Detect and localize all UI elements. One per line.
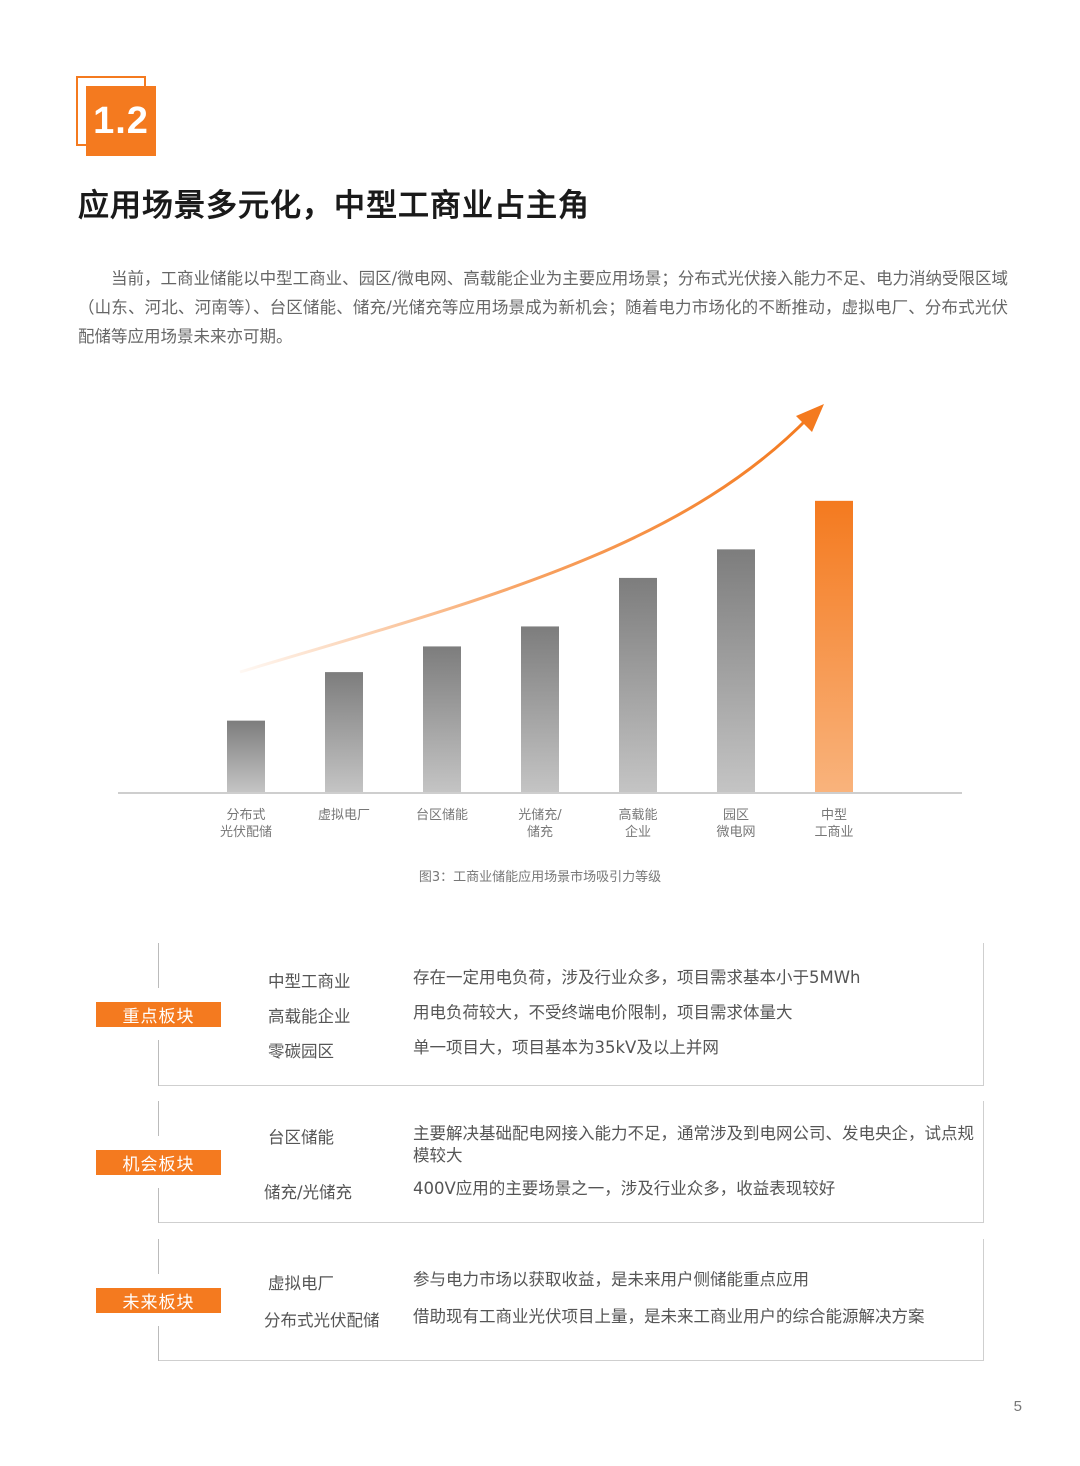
bar: [521, 626, 559, 792]
chart-caption: 图3：工商业储能应用场景市场吸引力等级: [418, 870, 662, 885]
segment-row-name: 中型工商业: [268, 972, 351, 991]
segment-row-name: 储充/光储充: [264, 1183, 353, 1202]
segment-row-name: 零碳园区: [268, 1042, 334, 1061]
x-tick-label: 光伏配储: [220, 825, 272, 840]
segment-connector-bottom: [158, 1040, 159, 1086]
bar: [227, 720, 265, 792]
segment-row-name: 台区储能: [268, 1128, 334, 1147]
x-tick-label: 储充: [527, 824, 553, 840]
segment-frame: [158, 943, 984, 1086]
page-title: 应用场景多元化，中型工商业占主角: [78, 188, 590, 224]
intro-paragraph: 当前，工商业储能以中型工商业、园区/微电网、高载能企业为主要应用场景；分布式光伏…: [78, 269, 1008, 346]
segment-row-name: 虚拟电厂: [268, 1274, 334, 1293]
bar: [619, 577, 657, 792]
segment-connector-bottom: [158, 1326, 159, 1361]
x-tick-label: 微电网: [716, 825, 755, 840]
bar: [423, 646, 461, 792]
bar: [717, 549, 755, 792]
x-tick-label: 工商业: [814, 825, 853, 840]
x-tick-label: 园区: [723, 808, 749, 823]
x-tick-label: 光储充/: [518, 807, 562, 823]
x-tick-label: 虚拟电厂: [318, 808, 370, 823]
segment-tag: 未来板块: [96, 1288, 221, 1313]
x-tick-label: 企业: [625, 824, 651, 840]
trend-arrow-head: [796, 404, 824, 432]
page-number: 5: [1013, 1398, 1022, 1415]
bar-highlight: [815, 500, 853, 792]
segment-connector-top: [158, 1101, 159, 1136]
x-tick-label: 台区储能: [416, 808, 468, 823]
segment-frame: [158, 1239, 984, 1361]
segment-connector-top: [158, 943, 159, 988]
segment-row-description: 单一项目大，项目基本为35kV及以上并网: [413, 1038, 719, 1057]
segment-row-description: 参与电力市场以获取收益，是未来用户侧储能重点应用: [413, 1270, 809, 1289]
segment-row-description: 借助现有工商业光伏项目上量，是未来工商业用户的综合能源解决方案: [413, 1307, 925, 1326]
segment-row-name: 分布式光伏配储: [264, 1311, 380, 1330]
segment-row-description: 存在一定用电负荷，涉及行业众多，项目需求基本小于5MWh: [413, 968, 861, 987]
x-tick-label: 中型: [821, 808, 847, 823]
segment-frame: [158, 1101, 984, 1223]
segment-tag: 机会板块: [96, 1150, 221, 1175]
x-tick-label: 高载能: [618, 807, 657, 823]
section-number-badge: 1.2: [86, 86, 156, 156]
segment-row-description: 主要解决基础配电网接入能力不足，通常涉及到电网公司、发电央企，试点规模较大: [413, 1124, 974, 1165]
trend-arrow-line: [239, 414, 812, 674]
bar: [325, 672, 363, 792]
segment-row-description: 400V应用的主要场景之一，涉及行业众多，收益表现较好: [413, 1179, 836, 1198]
segment-row-name: 高载能企业: [268, 1007, 351, 1026]
segment-row-description: 用电负荷较大，不受终端电价限制，项目需求体量大: [413, 1003, 793, 1022]
segment-connector-top: [158, 1239, 159, 1274]
segment-connector-bottom: [158, 1188, 159, 1223]
x-tick-label: 分布式: [226, 808, 265, 823]
segment-tag: 重点板块: [96, 1002, 221, 1027]
